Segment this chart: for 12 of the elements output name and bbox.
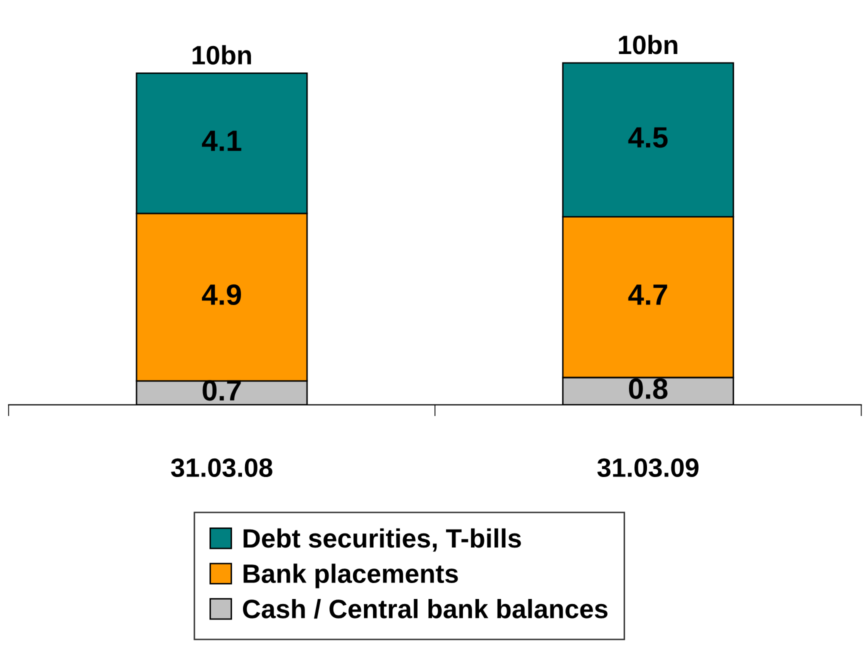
legend-label: Debt securities, T-bills [244,528,521,552]
data-label: 4.9 [202,284,241,305]
x-tick-label: 31.03.08 [171,458,272,478]
legend-label: Cash / Central bank balances [242,598,608,619]
total-label: 10bn [618,34,678,54]
x-tick-label: 31.03.09 [597,458,698,478]
data-label: 4.7 [628,284,668,305]
data-label: 4.1 [202,130,242,151]
data-label: 4.5 [628,127,668,148]
legend-label: Bank placements [244,564,458,588]
total-label: 10bn [192,45,251,65]
data-label: 0.8 [628,378,668,400]
